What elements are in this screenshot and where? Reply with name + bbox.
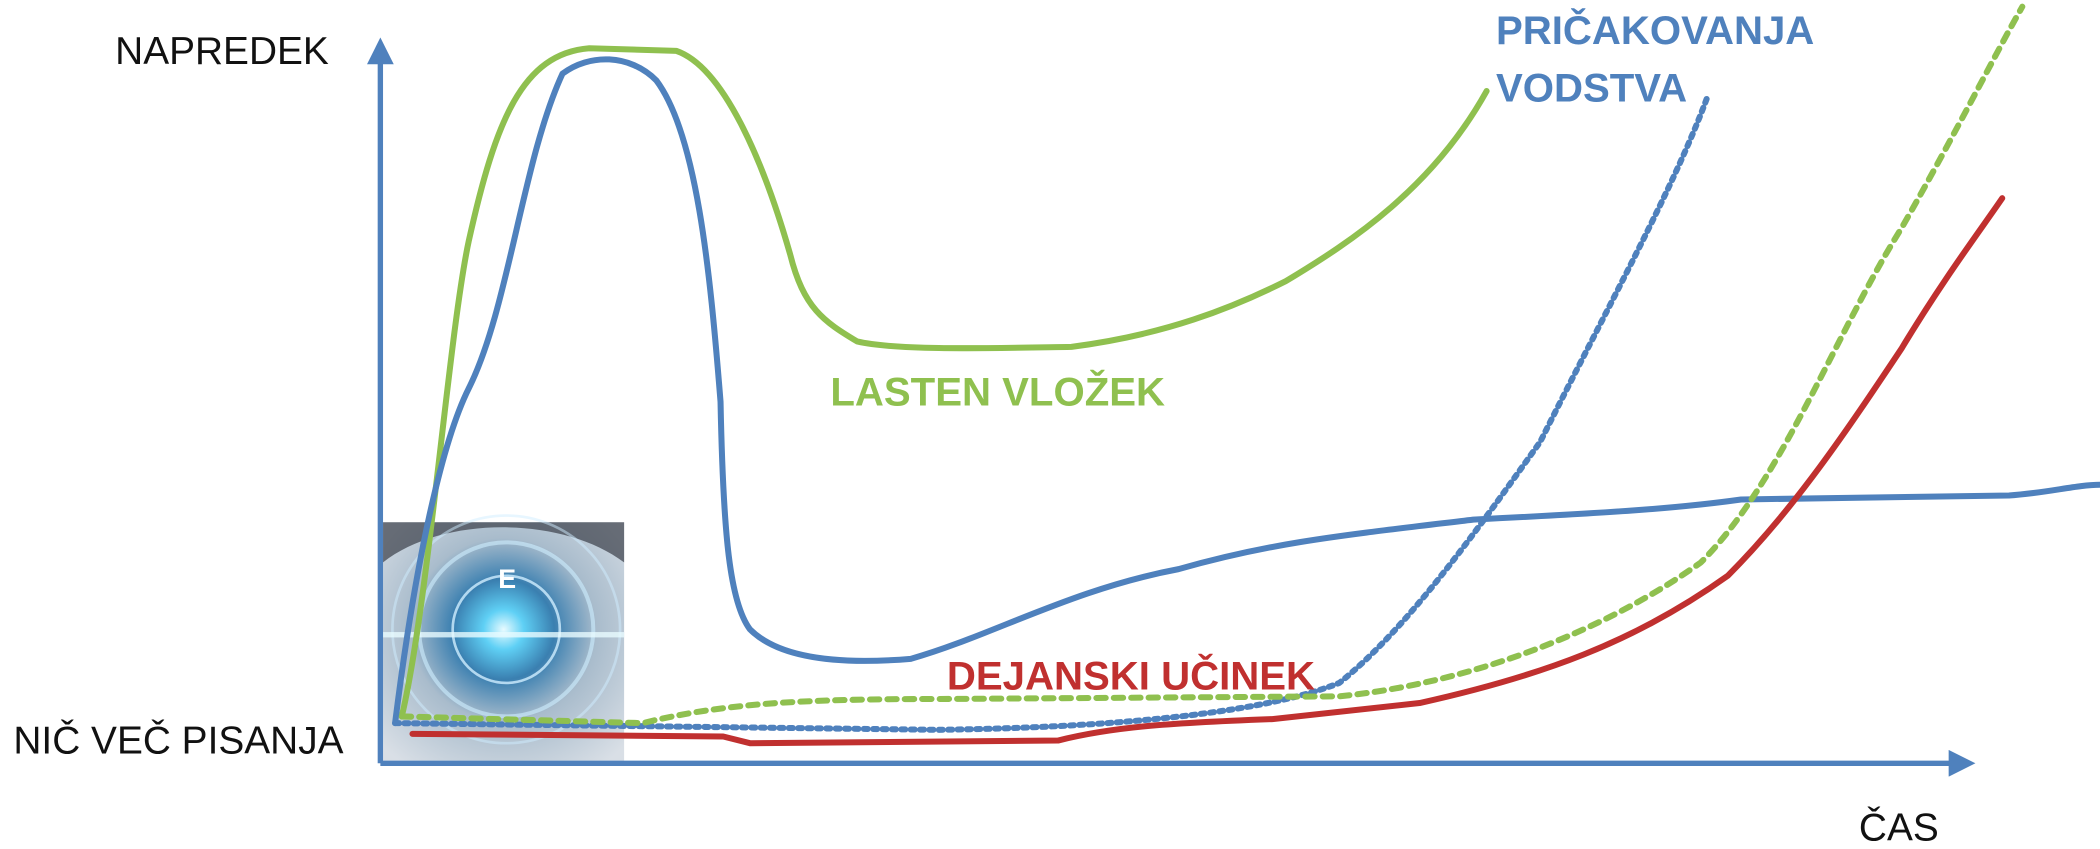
curve-label: LASTEN VLOŽEK bbox=[830, 369, 1165, 415]
own-effort-dotted-curve bbox=[398, 3, 2026, 727]
expectations-curve bbox=[392, 93, 1711, 733]
x-axis-label: ČAS bbox=[1859, 806, 1939, 849]
actual-effect-curve bbox=[409, 195, 2006, 747]
progress-curve bbox=[392, 56, 2100, 727]
curve-label: VODSTVA bbox=[1496, 66, 1687, 111]
origin-label: NIČ VEČ PISANJA bbox=[13, 718, 343, 762]
curve-label: DEJANSKI UČINEK bbox=[947, 653, 1315, 699]
y-axis-label: NAPREDEK bbox=[115, 30, 329, 73]
svg-text:E: E bbox=[498, 564, 516, 594]
curve-label: PRIČAKOVANJA bbox=[1496, 7, 1814, 53]
own-effort-curve bbox=[398, 45, 1490, 720]
